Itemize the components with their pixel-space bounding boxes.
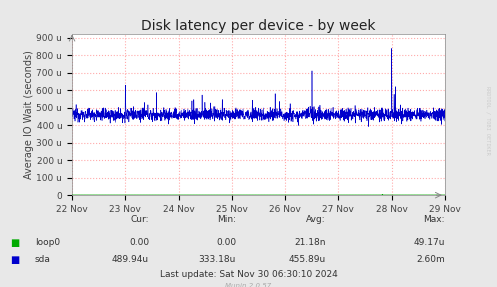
Text: Min:: Min: xyxy=(217,216,236,224)
Text: loop0: loop0 xyxy=(35,238,60,247)
Y-axis label: Average IO Wait (seconds): Average IO Wait (seconds) xyxy=(24,50,34,179)
Text: RRDTOOL / TOBI OETIKER: RRDTOOL / TOBI OETIKER xyxy=(486,86,491,155)
Text: sda: sda xyxy=(35,255,51,264)
Text: 49.17u: 49.17u xyxy=(414,238,445,247)
Text: Max:: Max: xyxy=(423,216,445,224)
Text: 333.18u: 333.18u xyxy=(199,255,236,264)
Text: Avg:: Avg: xyxy=(306,216,326,224)
Text: ■: ■ xyxy=(10,238,19,247)
Text: 489.94u: 489.94u xyxy=(112,255,149,264)
Text: Last update: Sat Nov 30 06:30:10 2024: Last update: Sat Nov 30 06:30:10 2024 xyxy=(160,270,337,280)
Text: Cur:: Cur: xyxy=(131,216,149,224)
Text: 2.60m: 2.60m xyxy=(416,255,445,264)
Text: 455.89u: 455.89u xyxy=(288,255,326,264)
Text: 0.00: 0.00 xyxy=(216,238,236,247)
Text: 21.18n: 21.18n xyxy=(294,238,326,247)
Text: 0.00: 0.00 xyxy=(129,238,149,247)
Text: Munin 2.0.57: Munin 2.0.57 xyxy=(225,283,272,287)
Text: ■: ■ xyxy=(10,255,19,265)
Title: Disk latency per device - by week: Disk latency per device - by week xyxy=(141,19,376,33)
